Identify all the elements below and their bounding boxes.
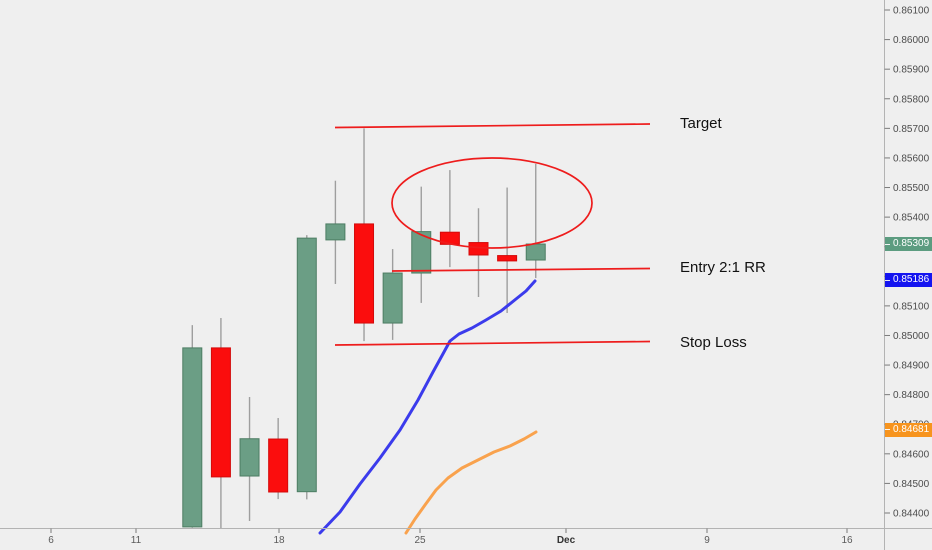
price-tick-label[interactable]: 0.86100 [893, 6, 930, 17]
annotation-label-stop[interactable]: Stop Loss [680, 334, 747, 351]
price-tick-label[interactable]: 0.85500 [893, 183, 930, 194]
candle-body [382, 272, 403, 324]
candle-body [525, 243, 546, 261]
price-tick-label[interactable]: 0.84900 [893, 361, 930, 372]
price-tick-label[interactable]: 0.86000 [893, 35, 930, 46]
time-tick-label[interactable]: 16 [841, 535, 853, 546]
last-price-badge: 0.85309 [885, 237, 932, 252]
price-tick-label[interactable]: 0.84800 [893, 390, 930, 401]
price-tick-label[interactable]: 0.84400 [893, 508, 930, 519]
candle-body [497, 255, 518, 262]
candle-body [411, 231, 432, 274]
time-tick-label[interactable]: 18 [273, 535, 285, 546]
annotation-label-entry[interactable]: Entry 2:1 RR [680, 259, 766, 276]
candle-body [239, 438, 260, 477]
target-line[interactable] [334, 123, 651, 129]
candle-body [268, 438, 289, 493]
candle-body [210, 347, 231, 478]
entry-line[interactable] [391, 267, 651, 272]
fast-ma-price-badge: 0.85186 [885, 273, 932, 288]
consolidation-ellipse[interactable] [391, 157, 593, 249]
price-tick-label[interactable]: 0.85700 [893, 124, 930, 135]
time-tick-label[interactable]: 9 [704, 535, 710, 546]
price-tick-label[interactable]: 0.85800 [893, 94, 930, 105]
price-tick-label[interactable]: 0.85100 [893, 301, 930, 312]
time-tick-label[interactable]: 11 [131, 535, 142, 546]
candle-body [468, 242, 489, 256]
time-tick-label[interactable]: Dec [557, 535, 576, 546]
stoploss-line[interactable] [334, 340, 651, 346]
candle-body [325, 223, 346, 241]
candle-body [296, 237, 317, 493]
annotation-label-target[interactable]: Target [680, 114, 722, 132]
time-tick-label[interactable]: 25 [414, 535, 426, 546]
time-tick-label[interactable]: 6 [48, 535, 54, 546]
fast-ma-line [318, 279, 537, 535]
slow-ma-line [404, 430, 538, 535]
price-tick-label[interactable]: 0.84600 [893, 449, 930, 460]
price-tick-label[interactable]: 0.85600 [893, 153, 930, 164]
candle-body [354, 223, 375, 324]
price-tick-label[interactable]: 0.85400 [893, 213, 930, 224]
price-tick-label[interactable]: 0.85900 [893, 65, 930, 76]
price-tick-label[interactable]: 0.84500 [893, 479, 930, 490]
slow-ma-price-badge: 0.84681 [885, 422, 932, 437]
price-tick-label[interactable]: 0.85000 [893, 331, 930, 342]
candle-body [182, 347, 203, 528]
